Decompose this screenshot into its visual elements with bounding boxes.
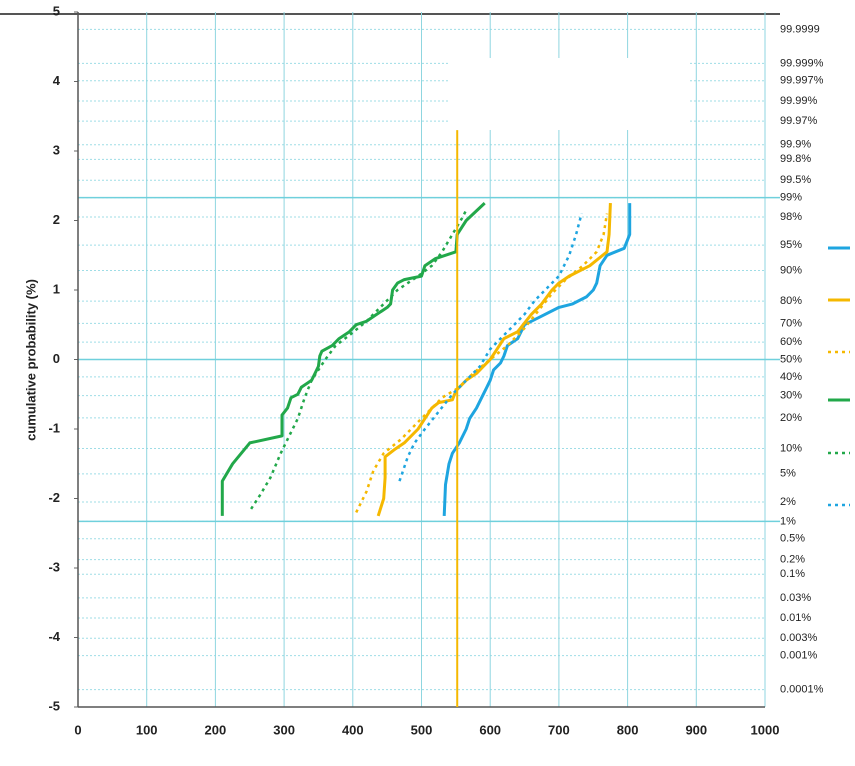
probability-tick-label: 90% <box>780 264 802 276</box>
x-tick-label: 900 <box>685 722 707 737</box>
probability-tick-label: 0.0001% <box>780 684 824 696</box>
series-line <box>250 209 468 510</box>
probability-tick-label: 99.5% <box>780 174 811 186</box>
probability-tick-label: 99.9999 <box>780 23 820 35</box>
y-tick-label: 1 <box>53 281 60 296</box>
x-tick-label: 500 <box>411 722 433 737</box>
y-tick-label: -5 <box>48 698 60 713</box>
y-tick-label: -2 <box>48 490 60 505</box>
probability-tick-label: 40% <box>780 371 802 383</box>
y-tick-label: 4 <box>53 73 61 88</box>
probability-tick-label: 99% <box>780 191 802 203</box>
probability-tick-label: 0.03% <box>780 592 811 604</box>
y-tick-label: 5 <box>53 3 60 18</box>
probability-tick-label: 1% <box>780 515 796 527</box>
probability-tick-label: 99.8% <box>780 153 811 165</box>
probability-tick-label: 0.01% <box>780 612 811 624</box>
probability-tick-label: 20% <box>780 412 802 424</box>
probability-tick-label: 99.999% <box>780 57 824 69</box>
blank-region <box>450 58 690 130</box>
x-tick-label: 600 <box>479 722 501 737</box>
probability-tick-label: 0.1% <box>780 568 805 580</box>
y-tick-label: -4 <box>48 629 60 644</box>
probability-tick-label: 99.97% <box>780 115 818 127</box>
probability-tick-label: 0.2% <box>780 554 805 566</box>
x-tick-label: 700 <box>548 722 570 737</box>
y-axis-label: cumulative probability (%) <box>23 279 38 441</box>
probability-tick-label: 70% <box>780 317 802 329</box>
probability-tick-label: 99.9% <box>780 139 811 151</box>
probability-tick-label: 99.99% <box>780 95 818 107</box>
x-tick-label: 1000 <box>751 722 780 737</box>
x-tick-label: 200 <box>205 722 227 737</box>
probability-tick-label: 5% <box>780 468 796 480</box>
x-tick-label: 800 <box>617 722 639 737</box>
probability-tick-label: 95% <box>780 239 802 251</box>
series-line <box>355 213 609 513</box>
probability-tick-label: 80% <box>780 295 802 307</box>
y-tick-label: 0 <box>53 351 60 366</box>
probability-tick-label: 30% <box>780 390 802 402</box>
y-tick-label: 2 <box>53 212 60 227</box>
x-tick-label: 0 <box>74 722 81 737</box>
probability-tick-label: 98% <box>780 211 802 223</box>
y-tick-label: -3 <box>48 559 60 574</box>
probability-tick-label: 99.997% <box>780 75 824 87</box>
probability-tick-label: 0.5% <box>780 533 805 545</box>
x-tick-label: 100 <box>136 722 158 737</box>
probability-tick-label: 0.003% <box>780 632 818 644</box>
probability-tick-label: 10% <box>780 442 802 454</box>
series-line <box>442 203 632 516</box>
probability-tick-label: 50% <box>780 353 802 365</box>
x-tick-label: 300 <box>273 722 295 737</box>
probability-tick-label: 0.001% <box>780 649 818 661</box>
x-tick-label: 400 <box>342 722 364 737</box>
series-line <box>220 202 486 516</box>
probability-tick-label: 2% <box>780 496 796 508</box>
y-tick-label: 3 <box>53 142 60 157</box>
y-tick-label: -1 <box>48 420 60 435</box>
series-line <box>398 213 583 482</box>
probability-tick-label: 60% <box>780 336 802 348</box>
